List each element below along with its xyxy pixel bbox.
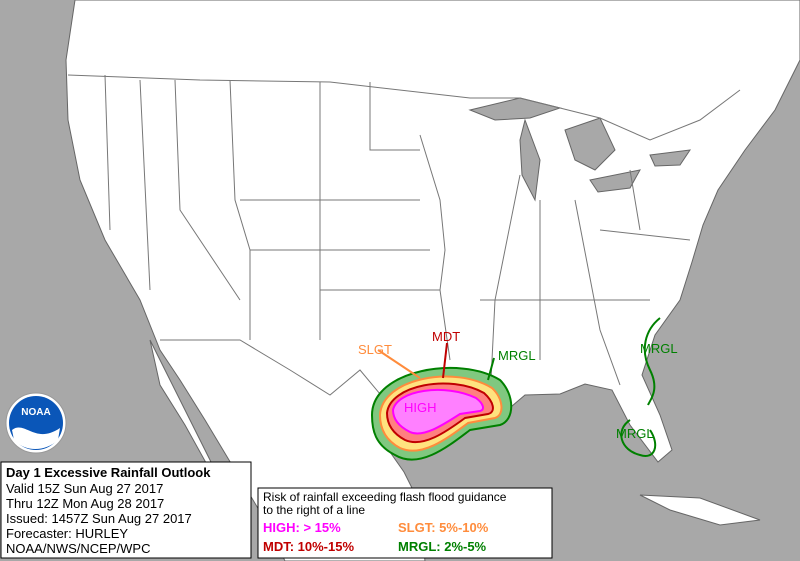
legend-item: HIGH: > 15% <box>263 520 341 535</box>
forecaster: Forecaster: HURLEY <box>6 526 128 541</box>
title-box: Day 1 Excessive Rainfall Outlook Valid 1… <box>0 461 252 559</box>
borders <box>67 74 741 441</box>
legend: Risk of rainfall exceeding flash flood g… <box>257 487 553 559</box>
legend-item: MRGL: 2%-5% <box>398 539 487 554</box>
legend-heading: Risk of rainfall exceeding flash flood g… <box>263 490 507 504</box>
map-label: MRGL <box>640 341 678 356</box>
legend-heading: to the right of a line <box>263 503 365 517</box>
issued: Issued: 1457Z Sun Aug 27 2017 <box>6 511 192 526</box>
map-label: HIGH <box>404 400 437 415</box>
legend-item: SLGT: 5%-10% <box>398 520 489 535</box>
map-label: MRGL <box>616 426 654 441</box>
title: Day 1 Excessive Rainfall Outlook <box>6 465 211 480</box>
legend-item: MDT: 10%-15% <box>263 539 354 554</box>
map-label: SLGT <box>358 342 392 357</box>
map-label: MRGL <box>498 348 536 363</box>
logo-text: NOAA <box>21 407 50 418</box>
agency: NOAA/NWS/NCEP/WPC <box>6 541 150 556</box>
risk-areas <box>370 317 661 461</box>
great-lakes <box>468 97 692 202</box>
noaa-logo: NOAA <box>5 392 67 454</box>
cuba <box>639 494 761 526</box>
thru: Thru 12Z Mon Aug 28 2017 <box>6 496 164 511</box>
valid: Valid 15Z Sun Aug 27 2017 <box>6 481 163 496</box>
map-label: MDT <box>432 329 460 344</box>
